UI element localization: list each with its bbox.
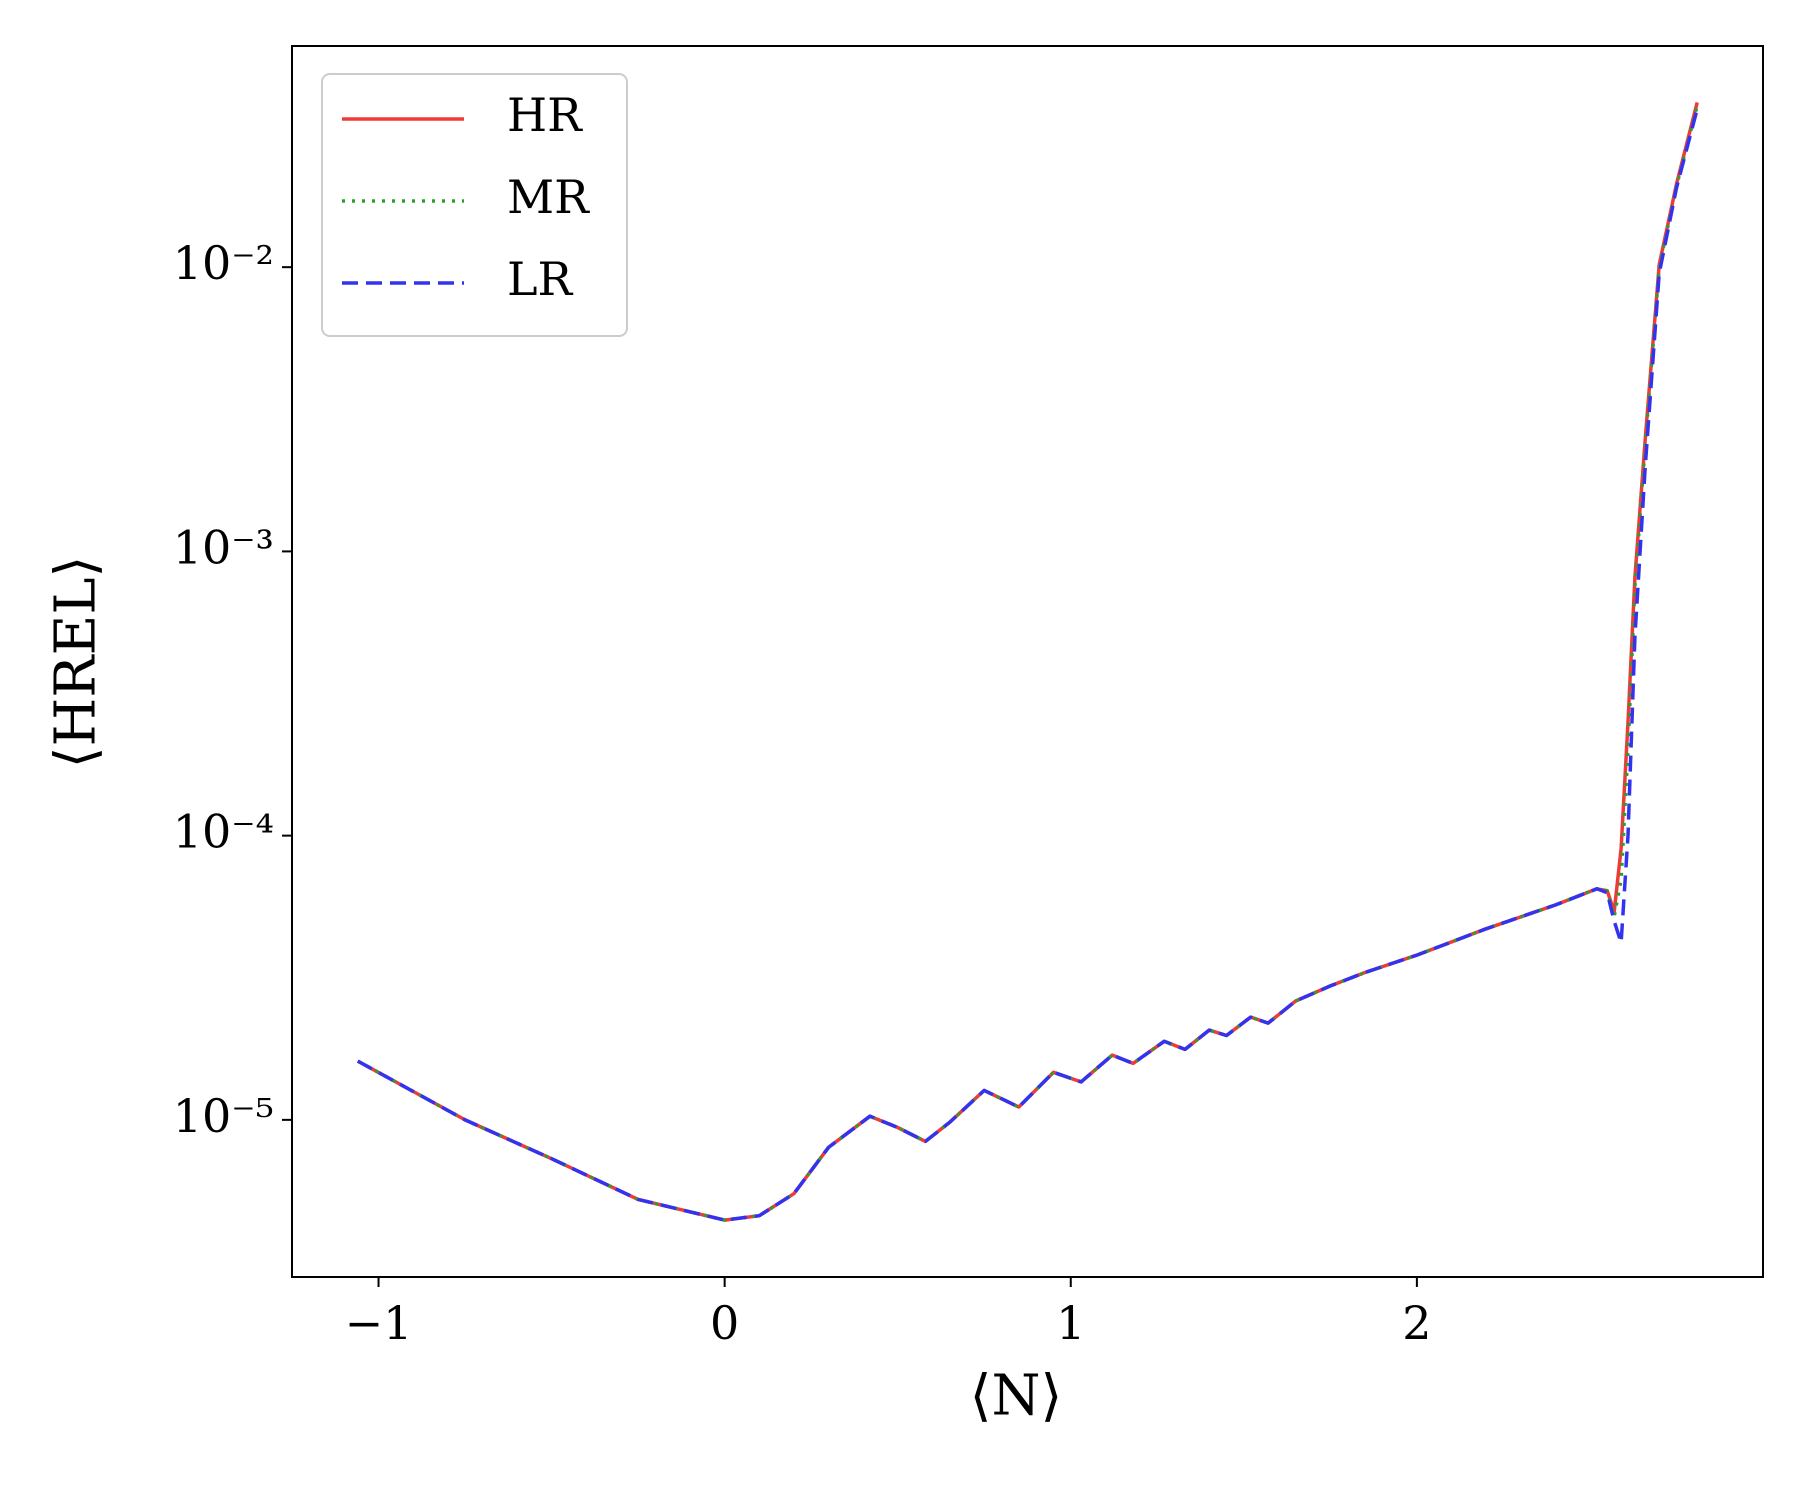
y-axis-label: ⟨HREL⟩ xyxy=(44,556,109,769)
x-axis-label: ⟨N⟩ xyxy=(970,1364,1063,1429)
x-tick-label: 2 xyxy=(1402,1296,1431,1350)
line-mr xyxy=(356,105,1699,1222)
x-tick-label: −1 xyxy=(345,1296,413,1350)
y-tick-label: 10⁻⁵ xyxy=(173,1089,274,1143)
x-tick-label: 1 xyxy=(1056,1296,1085,1350)
y-tick-label: 10⁻² xyxy=(173,236,274,290)
legend-label: HR xyxy=(507,88,583,142)
legend-label: LR xyxy=(507,252,574,306)
legend-label: MR xyxy=(507,170,590,224)
y-tick-label: 10⁻⁴ xyxy=(173,805,274,859)
legend-box xyxy=(321,73,628,337)
line-lr xyxy=(356,108,1699,1222)
x-tick-label: 0 xyxy=(710,1296,739,1350)
plot-frame xyxy=(291,45,1764,1278)
y-tick-label: 10⁻³ xyxy=(173,520,274,574)
